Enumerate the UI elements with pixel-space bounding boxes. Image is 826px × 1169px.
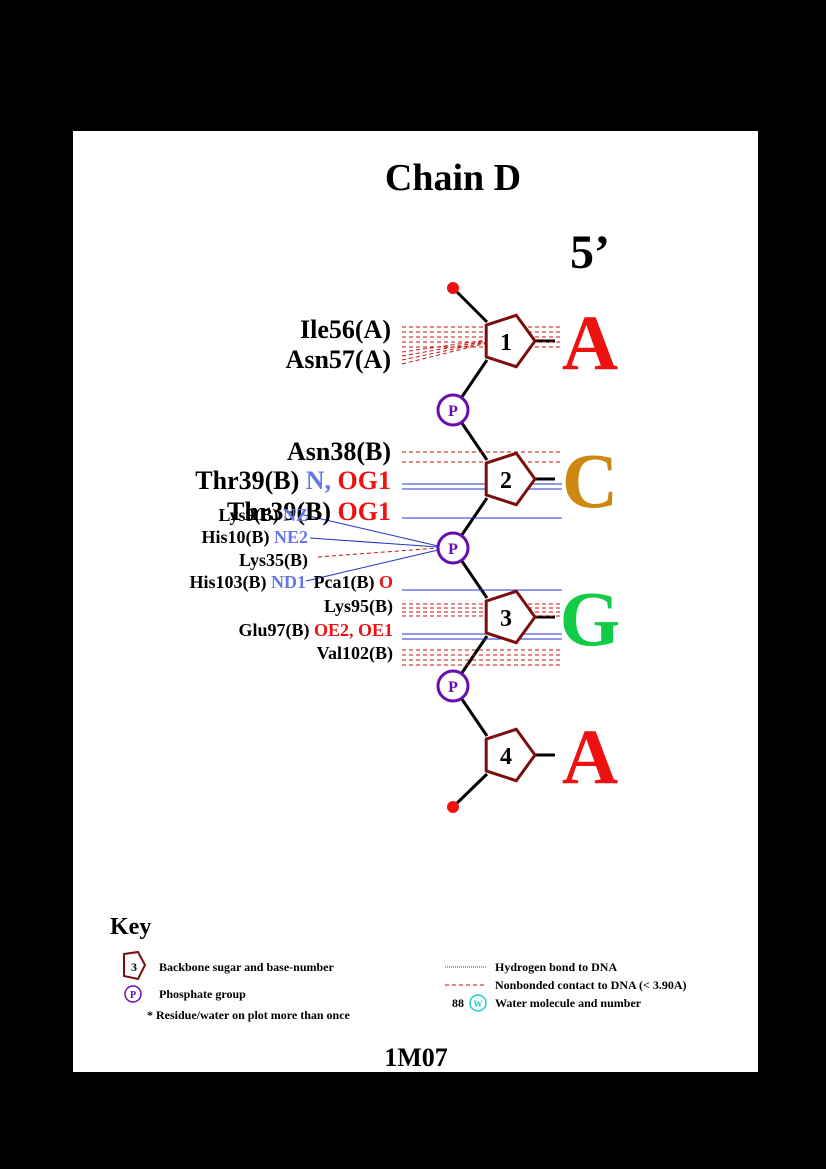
- residue-lys9: Lys9(B) NZ: [218, 505, 308, 526]
- sugar-group: 1 2 3 4: [484, 313, 537, 783]
- residue-name: Glu97(B): [238, 620, 309, 641]
- residue-lys35: Lys35(B): [239, 550, 308, 571]
- residue-name: Thr39(B): [195, 466, 299, 495]
- base-letter-1: A: [562, 299, 618, 386]
- sugar-number: 3: [500, 606, 512, 632]
- sugar-number: 2: [500, 468, 512, 494]
- residue-name: Pca1(B): [314, 572, 375, 593]
- base-letter-4: A: [562, 713, 618, 800]
- sugar-pentagon: [484, 313, 537, 369]
- legend-hbond-text: Hydrogen bond to DNA: [495, 960, 617, 974]
- residue-thr39-b: Thr39(B) OG1: [227, 497, 391, 526]
- legend-nonbonded: Nonbonded contact to DNA (< 3.90A): [445, 978, 687, 992]
- residue-name: Thr39(B): [227, 497, 331, 526]
- sugar-number: 1: [500, 330, 512, 356]
- phosphate-1: P: [436, 393, 470, 427]
- diagram-panel: [73, 131, 758, 1072]
- residue-asn38: Asn38(B): [287, 437, 391, 466]
- sugar-1: 1: [484, 313, 537, 369]
- legend-hbond: Hydrogen bond to DNA: [445, 960, 617, 974]
- sugar-number: 4: [500, 744, 512, 770]
- residue-glu97: Glu97(B) OE2, OE1: [238, 620, 393, 641]
- phosphate-2: P: [436, 531, 470, 565]
- sugar-3: 3: [484, 589, 537, 645]
- residue-thr39-a: Thr39(B) N, OG1: [195, 466, 391, 495]
- pdb-id: 1M07: [384, 1043, 448, 1072]
- residue-his103: His103(B) ND1: [189, 572, 306, 593]
- atom-o: O: [379, 572, 393, 592]
- phosphate-3: P: [436, 669, 470, 703]
- legend-sugar-number: 3: [131, 960, 137, 974]
- base-letters: A C G A: [560, 299, 621, 800]
- legend-water-text: Water molecule and number: [495, 996, 642, 1010]
- atom-og1: OG1: [338, 466, 391, 495]
- five-prime-label: 5’: [570, 226, 610, 279]
- legend-sugar: 3 Backbone sugar and base-number: [123, 950, 334, 981]
- residue-his10: His10(B) NE2: [201, 527, 308, 548]
- atom-oe: OE2, OE1: [314, 620, 393, 640]
- atom-nz: NZ: [283, 505, 308, 525]
- legend-repeat-text: * Residue/water on plot more than once: [147, 1008, 351, 1022]
- sugar-pentagon: [484, 589, 537, 645]
- sugar-pentagon: [484, 727, 537, 783]
- legend: Key 3 Backbone sugar and base-number P P…: [110, 914, 687, 1022]
- phosphate-label: P: [448, 403, 458, 420]
- residue-asn57: Asn57(A): [286, 345, 391, 374]
- phosphate-label: P: [448, 541, 458, 558]
- residue-val102: Val102(B): [317, 643, 393, 664]
- atom-og1: OG1: [338, 497, 391, 526]
- legend-phosphate-text: Phosphate group: [159, 987, 246, 1001]
- sugar-2: 2: [484, 451, 537, 507]
- residue-name: His103(B): [189, 572, 266, 593]
- base-letter-2: C: [562, 437, 618, 524]
- residue-labels: Ile56(A) Asn57(A) Asn38(B) Thr39(B) N, O…: [189, 315, 393, 664]
- backbone-end-dot: [447, 801, 459, 813]
- sugar-pentagon: [484, 451, 537, 507]
- sugar-4: 4: [484, 727, 537, 783]
- residue-pca1: Pca1(B) O: [314, 572, 394, 593]
- phosphate-label: P: [448, 679, 458, 696]
- backbone-end-dot: [447, 282, 459, 294]
- residue-name: Lys9(B): [218, 505, 278, 526]
- legend-sugar-text: Backbone sugar and base-number: [159, 960, 334, 974]
- legend-nonbonded-text: Nonbonded contact to DNA (< 3.90A): [495, 978, 687, 992]
- hydrogen-bonds: [299, 483, 562, 640]
- legend-phosphate-symbol: P: [130, 990, 136, 1001]
- phosphate-group: P P P: [436, 393, 470, 703]
- legend-heading: Key: [110, 914, 151, 940]
- residue-name: His10(B): [201, 527, 269, 548]
- legend-water-number: 88: [452, 996, 464, 1010]
- atom-nd1: ND1: [271, 572, 306, 592]
- legend-water-symbol: W: [474, 999, 483, 1009]
- chart-title: Chain D: [385, 157, 521, 199]
- residue-ile56: Ile56(A): [300, 315, 391, 344]
- residue-lys95: Lys95(B): [324, 596, 393, 617]
- legend-water: 88 W Water molecule and number: [452, 994, 642, 1012]
- atom-n: N,: [306, 466, 331, 495]
- legend-phosphate: P Phosphate group: [124, 985, 246, 1003]
- atom-ne2: NE2: [274, 527, 308, 547]
- base-letter-3: G: [560, 575, 621, 662]
